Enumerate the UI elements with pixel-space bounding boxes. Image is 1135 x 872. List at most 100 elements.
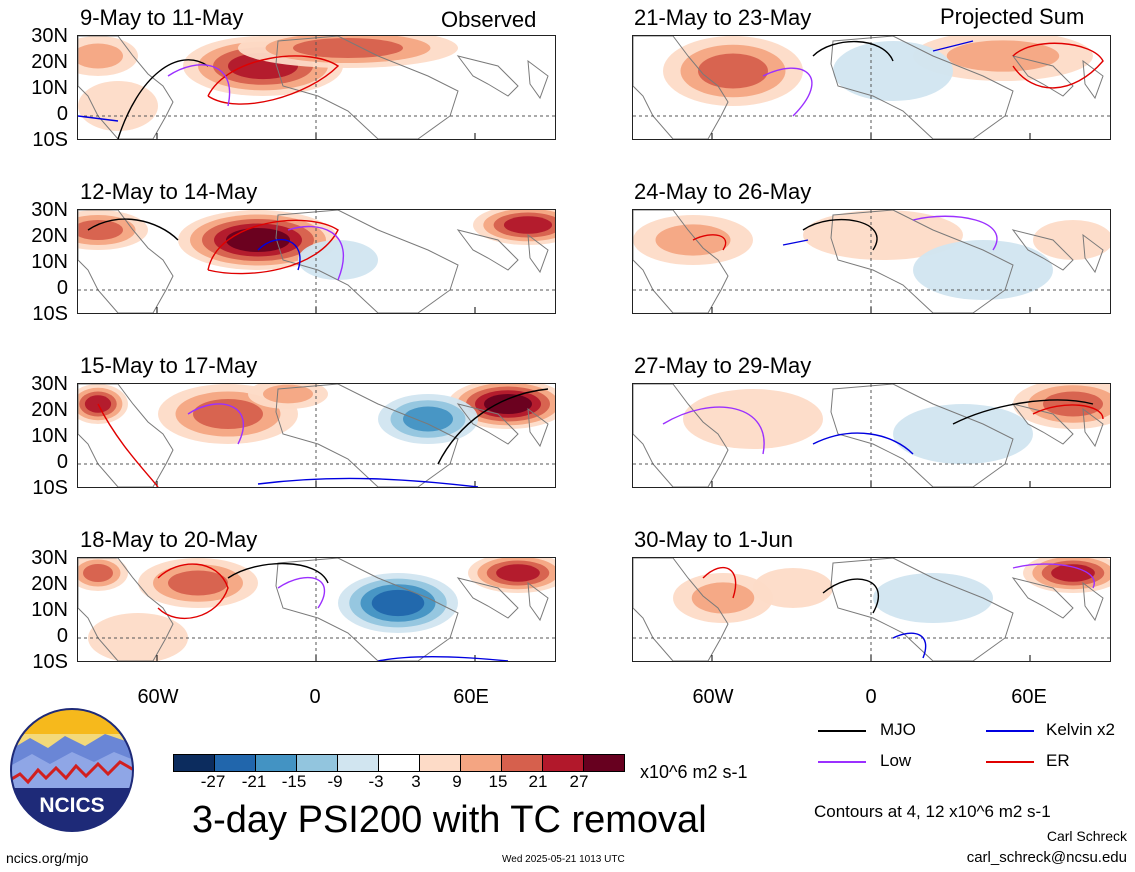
website-link[interactable]: ncics.org/mjo bbox=[6, 850, 89, 866]
africa-coastline bbox=[830, 558, 1014, 661]
lat-label-20n: 20N bbox=[31, 51, 68, 73]
author-email[interactable]: carl_schreck@ncsu.edu bbox=[966, 849, 1127, 866]
kelvin-contour bbox=[782, 239, 809, 246]
panel-title-o3: 15-May to 17-May bbox=[80, 353, 258, 378]
legend-low-line bbox=[818, 761, 866, 763]
map-panel-o3 bbox=[77, 383, 556, 488]
kelvin-contour bbox=[257, 477, 479, 487]
psi-anomaly-blob bbox=[698, 53, 768, 89]
panel-title-o2: 12-May to 14-May bbox=[80, 179, 258, 204]
lat-label-10s: 10S bbox=[32, 303, 68, 325]
psi-anomaly-blob bbox=[803, 210, 963, 260]
lon-label-60w: 60W bbox=[692, 686, 734, 708]
psi-anomaly-blob bbox=[913, 240, 1053, 300]
psi-anomaly-blob bbox=[753, 568, 833, 608]
mjo-contour bbox=[437, 388, 549, 465]
americas-coastline bbox=[78, 558, 174, 661]
colorbar-tick: -15 bbox=[281, 772, 307, 791]
er-contour bbox=[207, 219, 339, 275]
er-contour bbox=[692, 234, 727, 251]
lat-label-eq: 0 bbox=[56, 277, 68, 299]
americas-coastline bbox=[633, 384, 729, 487]
lat-label-10n: 10N bbox=[31, 251, 68, 273]
americas-coastline bbox=[78, 384, 174, 487]
panel-title-o4: 18-May to 20-May bbox=[80, 527, 258, 552]
map-panel-p3 bbox=[632, 383, 1111, 488]
psi-anomaly-blob bbox=[1033, 220, 1110, 260]
lon-label-0: 0 bbox=[309, 686, 321, 708]
er-contour bbox=[1012, 42, 1104, 89]
africa-coastline bbox=[830, 210, 1014, 313]
psi-anomaly-blob bbox=[263, 384, 313, 404]
psi-anomaly-blob bbox=[833, 41, 953, 101]
low-contour bbox=[762, 67, 813, 117]
lon-label-60e: 60E bbox=[453, 686, 489, 708]
mjo-contour bbox=[227, 562, 329, 584]
psi-anomaly-blob bbox=[403, 406, 453, 432]
colorbar-swatch bbox=[296, 754, 338, 772]
map-panel-o2 bbox=[77, 209, 556, 314]
africa-coastline bbox=[275, 384, 459, 487]
psi-anomaly-blob bbox=[168, 570, 228, 596]
lat-label-eq: 0 bbox=[56, 451, 68, 473]
mjo-contour bbox=[812, 40, 894, 62]
colorbar-swatch bbox=[173, 754, 215, 772]
er-contour bbox=[1032, 404, 1104, 420]
map-panel-p2 bbox=[632, 209, 1111, 314]
lat-label-30n: 30N bbox=[31, 373, 68, 395]
kelvin-contour bbox=[257, 239, 301, 271]
asia-coastline bbox=[1011, 55, 1104, 100]
africa-coastline bbox=[830, 36, 1014, 139]
low-contour bbox=[167, 64, 231, 107]
lat-label-20n: 20N bbox=[31, 225, 68, 247]
psi-anomaly-blob bbox=[1051, 564, 1095, 582]
panel-title-p2: 24-May to 26-May bbox=[634, 179, 812, 204]
colorbar-swatch bbox=[337, 754, 379, 772]
legend-kelvin-label: Kelvin x2 bbox=[1046, 720, 1115, 739]
lon-label-60e: 60E bbox=[1011, 686, 1047, 708]
psi-map-o3 bbox=[78, 384, 555, 487]
contours-note: Contours at 4, 12 x10^6 m2 s-1 bbox=[814, 802, 1051, 821]
psi-map-o1 bbox=[78, 36, 555, 139]
colorbar-swatch bbox=[378, 754, 420, 772]
africa-coastline bbox=[275, 210, 459, 313]
colorbar-tick: 27 bbox=[569, 772, 589, 791]
asia-coastline bbox=[456, 403, 549, 448]
psi-anomaly-blob bbox=[298, 240, 378, 280]
lat-label-10n: 10N bbox=[31, 77, 68, 99]
kelvin-contour bbox=[812, 432, 914, 455]
legend-er-label: ER bbox=[1046, 751, 1070, 770]
americas-coastline bbox=[78, 210, 174, 313]
lat-label-30n: 30N bbox=[31, 547, 68, 569]
colorbar-tick: -9 bbox=[327, 772, 343, 791]
lat-label-10n: 10N bbox=[31, 599, 68, 621]
psi-anomaly-blob bbox=[873, 573, 993, 623]
er-contour bbox=[702, 567, 737, 599]
lat-label-20n: 20N bbox=[31, 573, 68, 595]
map-panel-p1 bbox=[632, 35, 1111, 140]
psi-anomaly-blob bbox=[371, 589, 425, 617]
americas-coastline bbox=[633, 558, 729, 661]
psi-map-p2 bbox=[633, 210, 1110, 313]
legend-low-label: Low bbox=[880, 751, 912, 770]
timestamp: Wed 2025-05-21 1013 UTC bbox=[502, 854, 625, 865]
er-contour bbox=[207, 55, 340, 105]
lat-label-30n: 30N bbox=[31, 25, 68, 47]
psi-anomaly-blob bbox=[691, 582, 755, 614]
low-contour bbox=[277, 576, 325, 609]
panel-title-p4: 30-May to 1-Jun bbox=[634, 527, 793, 552]
psi-anomaly-blob bbox=[226, 228, 290, 252]
psi-anomaly-blob bbox=[83, 564, 113, 582]
ncics-logo: NCICS bbox=[10, 708, 134, 832]
er-contour bbox=[157, 563, 229, 620]
americas-coastline bbox=[633, 210, 729, 313]
psi-anomaly-blob bbox=[78, 81, 158, 131]
colorbar-tick: -27 bbox=[200, 772, 226, 791]
psi-map-p4 bbox=[633, 558, 1110, 661]
psi-anomaly-blob bbox=[88, 613, 188, 661]
legend-er-line bbox=[986, 761, 1034, 763]
americas-coastline bbox=[633, 36, 729, 139]
asia-coastline bbox=[1011, 229, 1104, 274]
logo-text: NCICS bbox=[39, 794, 104, 817]
low-contour bbox=[912, 215, 998, 251]
